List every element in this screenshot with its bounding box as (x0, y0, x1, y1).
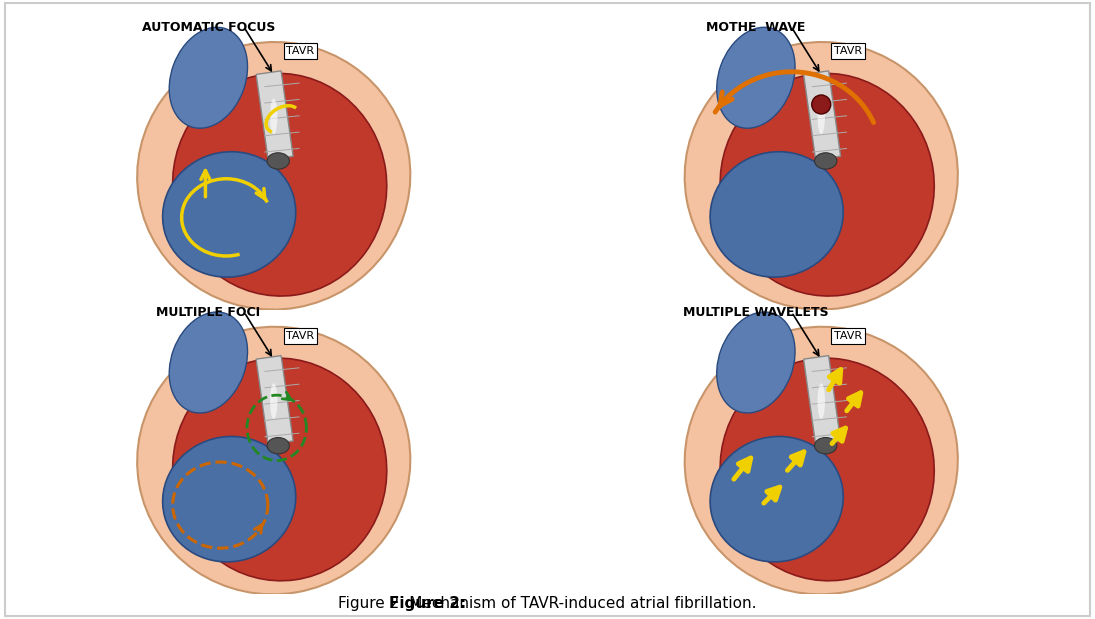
Point (840, 79, 853, 87)
Line: 2 pts: 2 pts (265, 384, 299, 387)
Text: TAVR: TAVR (287, 46, 314, 56)
Line: 2 pts: 2 pts (265, 368, 299, 371)
Line: 2 pts: 2 pts (265, 400, 299, 404)
Ellipse shape (170, 27, 247, 128)
Point (806, 83, 819, 90)
Bar (804, 355, 841, 444)
Line: 2 pts: 2 pts (265, 417, 299, 420)
Line: 2 pts: 2 pts (812, 400, 846, 404)
Line: 2 pts: 2 pts (812, 149, 846, 152)
Point (840, 145, 853, 152)
Line: 2 pts: 2 pts (265, 100, 299, 103)
Point (806, 99, 819, 106)
Point (840, 413, 853, 420)
Bar (804, 71, 841, 160)
Point (840, 430, 853, 437)
Ellipse shape (270, 98, 277, 134)
Bar (256, 71, 293, 160)
Ellipse shape (815, 153, 837, 169)
Point (258, 417, 272, 424)
Text: MULTIPLE FOCI: MULTIPLE FOCI (157, 306, 261, 319)
Text: TAVR: TAVR (834, 331, 862, 340)
Point (292, 112, 306, 119)
Line: 2 pts: 2 pts (812, 116, 846, 119)
Ellipse shape (137, 42, 411, 310)
Text: Figure 2:: Figure 2: (389, 596, 466, 611)
Point (840, 364, 853, 371)
Point (806, 116, 819, 123)
Point (806, 400, 819, 408)
Text: MOTHE  WAVE: MOTHE WAVE (706, 21, 806, 34)
Point (258, 99, 272, 106)
Circle shape (811, 95, 831, 114)
Point (258, 384, 272, 391)
Point (806, 132, 819, 139)
Point (840, 112, 853, 119)
Point (258, 400, 272, 408)
Point (258, 433, 272, 441)
Line: 2 pts: 2 pts (812, 417, 846, 420)
Line: 2 pts: 2 pts (265, 83, 299, 87)
Point (292, 413, 306, 420)
Point (806, 368, 819, 375)
Ellipse shape (711, 436, 843, 562)
Ellipse shape (270, 383, 277, 419)
Ellipse shape (267, 438, 289, 454)
Point (806, 384, 819, 391)
Line: 2 pts: 2 pts (812, 433, 846, 437)
Ellipse shape (163, 152, 296, 277)
Text: TAVR: TAVR (834, 46, 862, 56)
Line: 2 pts: 2 pts (812, 100, 846, 103)
Ellipse shape (721, 74, 934, 296)
Ellipse shape (818, 98, 825, 134)
Line: 2 pts: 2 pts (812, 368, 846, 371)
Ellipse shape (684, 42, 958, 310)
Point (292, 145, 306, 152)
Point (292, 430, 306, 437)
Ellipse shape (137, 327, 411, 594)
Text: MULTIPLE WAVELETS: MULTIPLE WAVELETS (683, 306, 829, 319)
Ellipse shape (711, 152, 843, 277)
Point (840, 397, 853, 404)
Ellipse shape (163, 436, 296, 562)
Point (840, 381, 853, 388)
Point (258, 368, 272, 375)
Ellipse shape (267, 153, 289, 169)
Point (258, 116, 272, 123)
Point (806, 433, 819, 441)
Line: 2 pts: 2 pts (265, 433, 299, 437)
Point (292, 381, 306, 388)
Text: AUTOMATIC FOCUS: AUTOMATIC FOCUS (141, 21, 275, 34)
Ellipse shape (684, 327, 958, 594)
Point (806, 417, 819, 424)
Ellipse shape (173, 74, 387, 296)
Line: 2 pts: 2 pts (812, 132, 846, 136)
Point (840, 128, 853, 136)
Line: 2 pts: 2 pts (265, 132, 299, 136)
Point (292, 96, 306, 103)
Text: TAVR: TAVR (287, 331, 314, 340)
Point (258, 83, 272, 90)
Text: Figure 2: Mechanism of TAVR-induced atrial fibrillation.: Figure 2: Mechanism of TAVR-induced atri… (338, 596, 757, 611)
Ellipse shape (170, 312, 247, 413)
Ellipse shape (721, 358, 934, 581)
Line: 2 pts: 2 pts (812, 83, 846, 87)
Line: 2 pts: 2 pts (265, 116, 299, 119)
Point (258, 149, 272, 156)
Ellipse shape (815, 438, 837, 454)
Line: 2 pts: 2 pts (265, 149, 299, 152)
Line: 2 pts: 2 pts (812, 384, 846, 387)
Ellipse shape (717, 27, 795, 128)
Bar (256, 355, 293, 444)
Ellipse shape (818, 383, 825, 419)
Point (292, 397, 306, 404)
Point (292, 79, 306, 87)
Ellipse shape (173, 358, 387, 581)
Point (806, 149, 819, 156)
Ellipse shape (717, 312, 795, 413)
Point (258, 132, 272, 139)
Point (292, 364, 306, 371)
Point (840, 96, 853, 103)
Point (292, 128, 306, 136)
